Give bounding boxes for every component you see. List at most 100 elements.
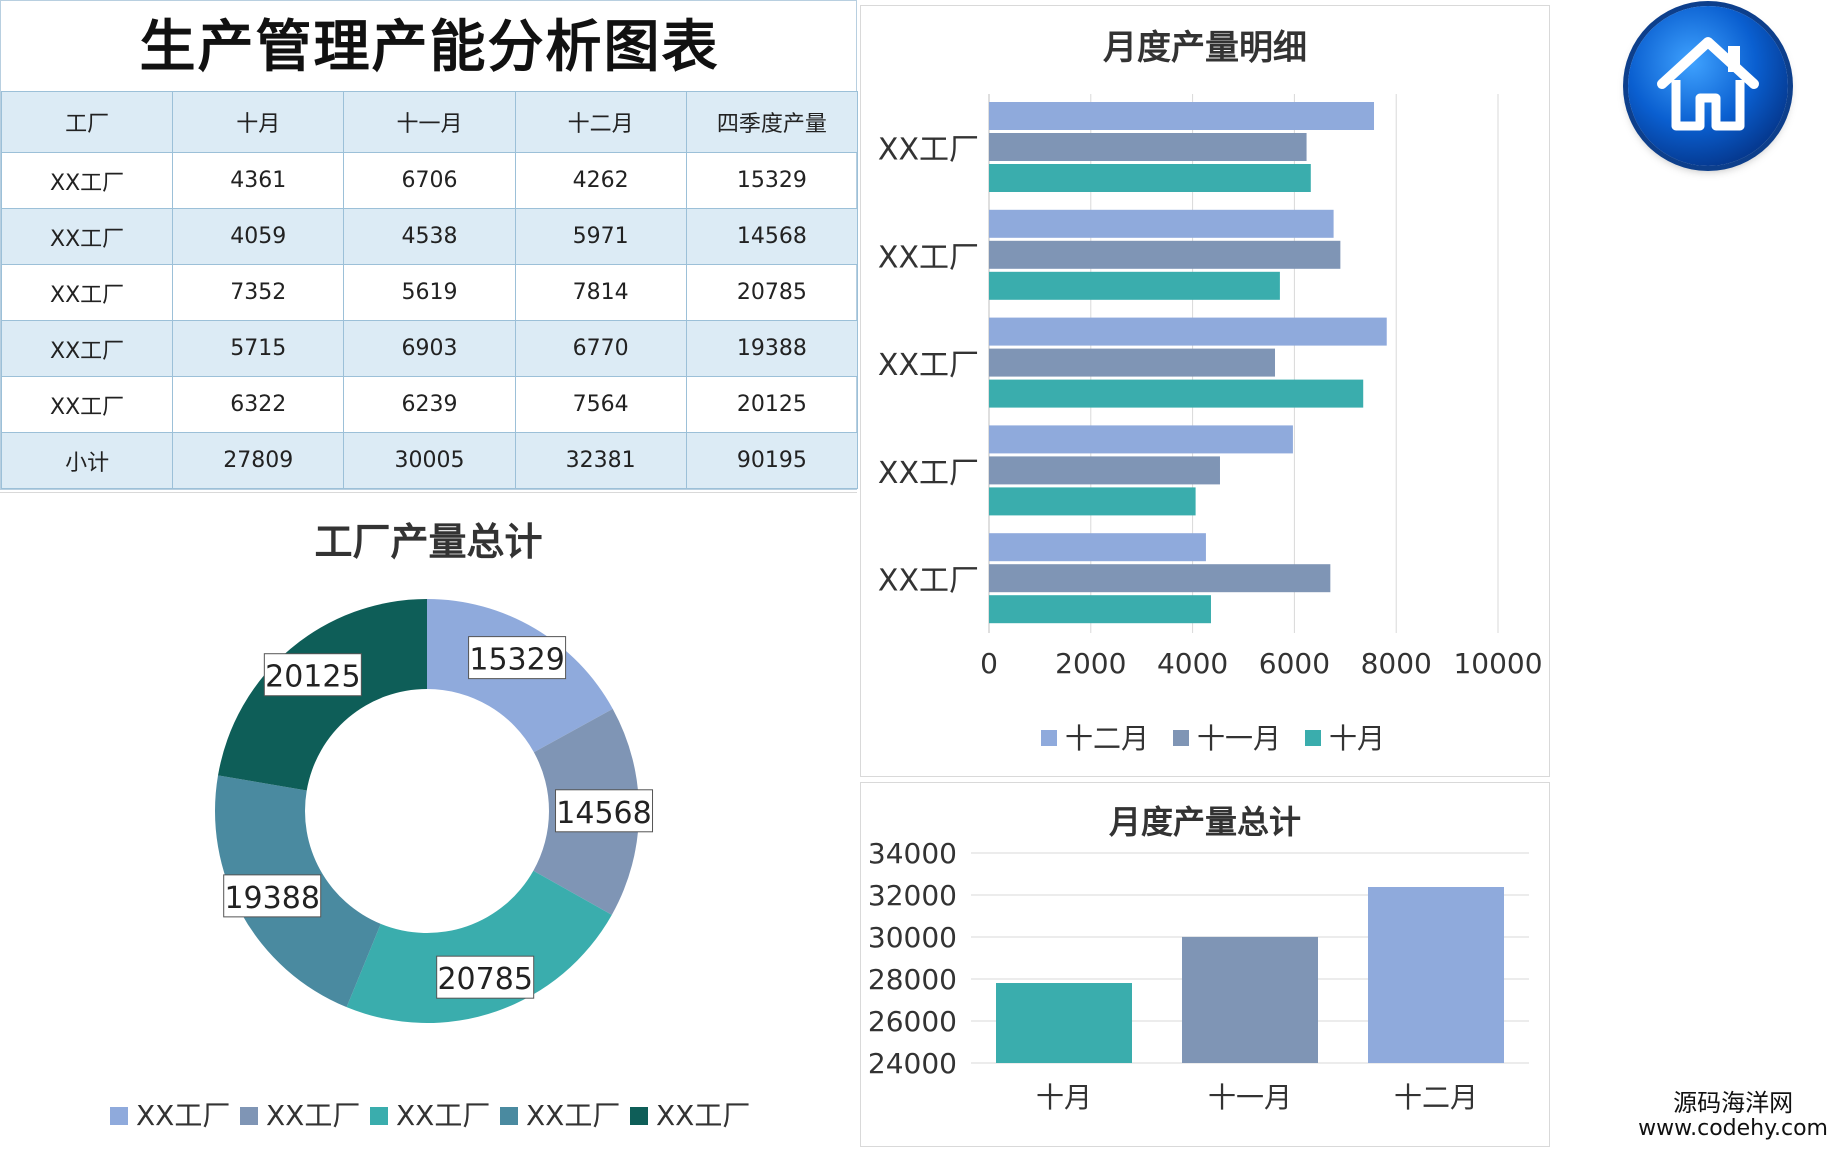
cell: 32381 xyxy=(514,432,687,489)
tick-label: 26000 xyxy=(868,1005,957,1038)
legend-label: XX工厂 xyxy=(266,1099,360,1132)
category-label: 十二月 xyxy=(1394,1081,1478,1114)
category-label: 十月 xyxy=(1036,1081,1092,1114)
cell: XX工厂 xyxy=(0,320,174,377)
table-row: XX工厂 4361 6706 4262 15329 xyxy=(0,152,859,209)
cell: 5619 xyxy=(343,264,516,321)
cell: 6706 xyxy=(343,152,516,209)
bar xyxy=(989,456,1220,485)
cell: 4538 xyxy=(343,208,516,265)
donut-chart: 15329 14568 20785 19388 20125 XX工厂 XX工厂 XX工厂 XX工… xyxy=(110,599,750,1132)
bar xyxy=(989,348,1276,377)
cell: 6322 xyxy=(172,376,345,433)
legend-label: 十二月 xyxy=(1065,722,1149,755)
bar xyxy=(989,425,1293,454)
table-row: XX工厂 6322 6239 7564 20125 xyxy=(0,376,859,433)
donut-slice xyxy=(346,870,612,1023)
tick-label: 10000 xyxy=(1453,647,1542,680)
cell: 4059 xyxy=(172,208,345,265)
legend-swatch xyxy=(1305,730,1321,746)
table-row: XX工厂 4059 4538 5971 14568 xyxy=(0,208,859,265)
tick-label: 24000 xyxy=(868,1047,957,1080)
legend-label: XX工厂 xyxy=(526,1099,620,1132)
tick-label: 0 xyxy=(980,647,998,680)
cell: 小计 xyxy=(0,432,174,489)
cell: 19388 xyxy=(685,320,859,377)
donut-chart-title: 工厂产量总计 xyxy=(314,520,543,564)
watermark-line1: 源码海洋网 xyxy=(1673,1089,1794,1117)
cell: XX工厂 xyxy=(0,152,174,209)
cell: 7814 xyxy=(514,264,687,321)
tick-label: 32000 xyxy=(868,879,957,912)
cell: 20125 xyxy=(685,376,859,433)
header-q4: 四季度产量 xyxy=(685,91,859,153)
summary-table-panel: 生产管理产能分析图表 工厂 十月 十一月 十二月 四季度产量 XX工厂 4361… xyxy=(0,0,859,490)
cell: XX工厂 xyxy=(0,208,174,265)
cell: 15329 xyxy=(685,152,859,209)
home-button[interactable] xyxy=(1628,6,1788,166)
legend-swatch xyxy=(240,1107,258,1125)
cell: 14568 xyxy=(685,208,859,265)
page-title: 生产管理产能分析图表 xyxy=(139,15,720,80)
data-label: 20785 xyxy=(437,962,532,997)
column-chart: 24000 26000 28000 30000 32000 34000 十月 十一月 十二月 xyxy=(868,837,1529,1114)
bar xyxy=(989,317,1387,346)
bar xyxy=(989,533,1206,562)
tick-label: 30000 xyxy=(868,921,957,954)
data-label: 14568 xyxy=(556,796,651,831)
column-chart-title: 月度产量总计 xyxy=(1108,803,1301,841)
cell: 4361 xyxy=(172,152,345,209)
cell: 6239 xyxy=(343,376,516,433)
watermark-line2: www.codehy.com xyxy=(1638,1116,1828,1141)
data-label: 20125 xyxy=(265,660,360,695)
bar xyxy=(989,133,1307,161)
cell: 4262 xyxy=(514,152,687,209)
cell: XX工厂 xyxy=(0,376,174,433)
legend-swatch xyxy=(1173,730,1189,746)
cell: XX工厂 xyxy=(0,264,174,321)
tick-label: 4000 xyxy=(1157,647,1228,680)
cell: 5715 xyxy=(172,320,345,377)
watermark: 源码海洋网 www.codehy.com xyxy=(1638,1089,1828,1141)
legend-label: 十一月 xyxy=(1197,722,1281,755)
data-label-box xyxy=(555,789,654,833)
legend-label: 十月 xyxy=(1329,722,1385,755)
table-row: XX工厂 5715 6903 6770 19388 xyxy=(0,320,859,377)
category-label: 十一月 xyxy=(1208,1081,1292,1114)
hbar-chart-panel: 月度产量明细 0 2000 4000 6000 8000 10000 XX工厂 XX工厂 XX工… xyxy=(860,5,1550,777)
tick-label: 2000 xyxy=(1055,647,1126,680)
bar xyxy=(989,164,1311,192)
table-header-row: 工厂 十月 十一月 十二月 四季度产量 xyxy=(0,91,859,153)
column-bar xyxy=(1182,936,1318,1063)
column-bar xyxy=(1368,886,1504,1063)
legend-swatch xyxy=(1041,730,1057,746)
tick-label: 6000 xyxy=(1259,647,1330,680)
legend-label: XX工厂 xyxy=(656,1099,750,1132)
bar xyxy=(989,209,1334,238)
column-bar xyxy=(996,983,1132,1063)
data-label-box xyxy=(436,955,535,999)
table-row-subtotal: 小计 27809 30005 32381 90195 xyxy=(0,432,859,489)
data-label-box xyxy=(223,874,322,918)
category-label: XX工厂 xyxy=(878,133,979,168)
donut-chart-panel: 工厂产量总计 15329 14568 20785 19388 20125 XX工厂 XX工厂… xyxy=(0,492,857,1147)
bar xyxy=(989,564,1331,593)
category-label: XX工厂 xyxy=(878,456,979,491)
legend-swatch xyxy=(630,1107,648,1125)
bar xyxy=(989,271,1280,300)
category-label: XX工厂 xyxy=(878,564,979,599)
header-dec: 十二月 xyxy=(514,91,687,153)
bar xyxy=(989,595,1211,624)
category-label: XX工厂 xyxy=(878,348,979,383)
legend-swatch xyxy=(110,1107,128,1125)
tick-label: 34000 xyxy=(868,837,957,870)
table-row: XX工厂 7352 5619 7814 20785 xyxy=(0,264,859,321)
cell: 7564 xyxy=(514,376,687,433)
cell: 7352 xyxy=(172,264,345,321)
bar xyxy=(989,240,1341,269)
cell: 6770 xyxy=(514,320,687,377)
legend-label: XX工厂 xyxy=(396,1099,490,1132)
bar xyxy=(989,487,1196,516)
header-oct: 十月 xyxy=(172,91,345,153)
hbar-chart: 0 2000 4000 6000 8000 10000 XX工厂 XX工厂 XX工厂 XX工厂 XX… xyxy=(878,94,1543,755)
